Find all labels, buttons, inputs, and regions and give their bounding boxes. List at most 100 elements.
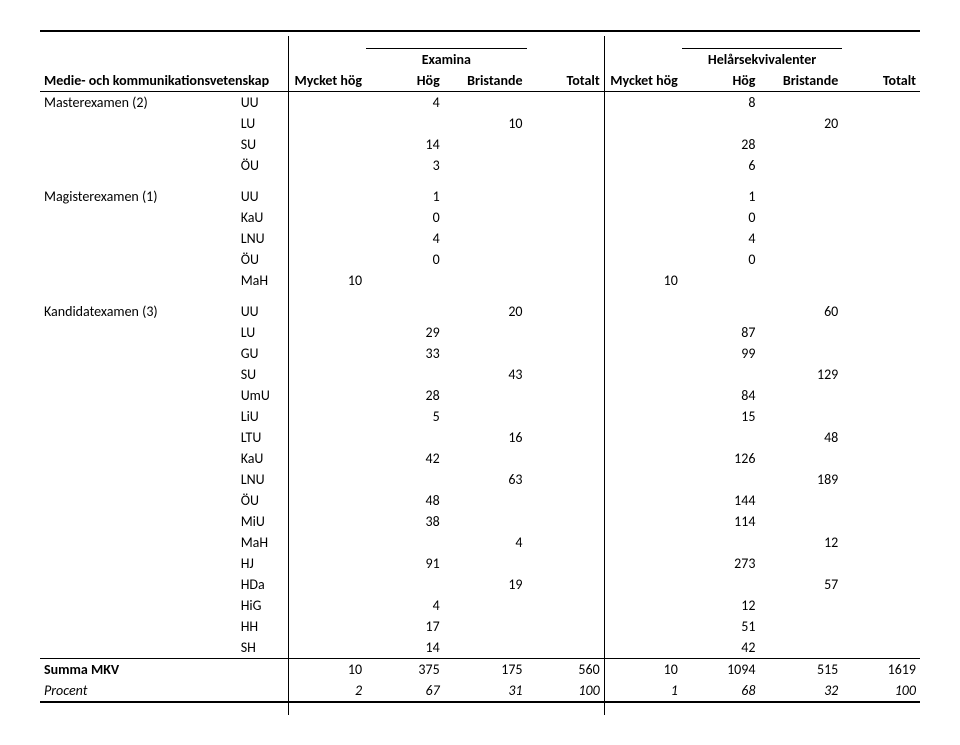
cell xyxy=(288,113,366,134)
uni-code: LNU xyxy=(237,469,289,490)
uni-code: HDa xyxy=(237,574,289,595)
table-row: SU43129 xyxy=(40,364,920,385)
cell xyxy=(604,616,682,637)
cell xyxy=(366,113,444,134)
cell xyxy=(288,176,366,207)
cell xyxy=(288,228,366,249)
cell: 91 xyxy=(366,553,444,574)
cell xyxy=(444,155,527,176)
section-label xyxy=(40,155,237,176)
cell xyxy=(288,427,366,448)
cell xyxy=(842,155,920,176)
section-label xyxy=(40,322,237,343)
section-label xyxy=(40,448,237,469)
cell xyxy=(842,448,920,469)
percent-v6: 32 xyxy=(759,680,842,702)
cell xyxy=(759,207,842,228)
cell xyxy=(527,322,605,343)
table-row: ÖU48144 xyxy=(40,490,920,511)
uni-code: ÖU xyxy=(237,490,289,511)
cell xyxy=(527,155,605,176)
cell: 20 xyxy=(759,113,842,134)
cell: 8 xyxy=(682,92,760,114)
cell: 84 xyxy=(682,385,760,406)
section-label xyxy=(40,113,237,134)
cell xyxy=(759,270,842,291)
section-label xyxy=(40,511,237,532)
table-row: LTU1648 xyxy=(40,427,920,448)
cell xyxy=(444,92,527,114)
uni-code: SU xyxy=(237,364,289,385)
cell: 0 xyxy=(366,207,444,228)
cell xyxy=(288,385,366,406)
cell xyxy=(604,364,682,385)
cell: 189 xyxy=(759,469,842,490)
totals-label: Summa MKV xyxy=(40,659,288,681)
table-row: ÖU36 xyxy=(40,155,920,176)
cell xyxy=(288,406,366,427)
cell xyxy=(604,532,682,553)
table-row: HDa1957 xyxy=(40,574,920,595)
cell xyxy=(366,291,444,322)
uni-code: ÖU xyxy=(237,155,289,176)
cell xyxy=(759,322,842,343)
cell xyxy=(682,532,760,553)
cell xyxy=(288,637,366,659)
col-tot1: Totalt xyxy=(527,70,605,92)
cell xyxy=(604,637,682,659)
cell xyxy=(682,291,760,322)
cell xyxy=(288,448,366,469)
cell xyxy=(604,113,682,134)
totals-v1: 375 xyxy=(366,659,444,681)
table-row: LiU515 xyxy=(40,406,920,427)
cell xyxy=(604,249,682,270)
percent-v2: 31 xyxy=(444,680,527,702)
cell: 126 xyxy=(682,448,760,469)
cell xyxy=(527,249,605,270)
cell xyxy=(842,270,920,291)
cell xyxy=(759,176,842,207)
cell: 4 xyxy=(444,532,527,553)
cell xyxy=(759,616,842,637)
cell xyxy=(604,207,682,228)
cell xyxy=(604,469,682,490)
uni-code: UU xyxy=(237,176,289,207)
section-label xyxy=(40,637,237,659)
cell: 17 xyxy=(366,616,444,637)
cell xyxy=(842,574,920,595)
cell xyxy=(759,448,842,469)
cell xyxy=(527,427,605,448)
cell xyxy=(288,532,366,553)
cell xyxy=(444,207,527,228)
cell xyxy=(527,511,605,532)
cell xyxy=(682,270,760,291)
cell xyxy=(682,469,760,490)
section-label xyxy=(40,406,237,427)
cell xyxy=(366,427,444,448)
col-hog2: Hög xyxy=(682,70,760,92)
percent-v5: 68 xyxy=(682,680,760,702)
section-label: Magisterexamen (1) xyxy=(40,176,237,207)
cell xyxy=(366,270,444,291)
uni-code: MiU xyxy=(237,511,289,532)
uni-code: ÖU xyxy=(237,249,289,270)
cell xyxy=(444,249,527,270)
section-label xyxy=(40,553,237,574)
cell: 57 xyxy=(759,574,842,595)
cell xyxy=(604,343,682,364)
cell: 10 xyxy=(288,270,366,291)
uni-code: UU xyxy=(237,92,289,114)
table-row: LNU44 xyxy=(40,228,920,249)
cell: 51 xyxy=(682,616,760,637)
col-mh2: Mycket hög xyxy=(604,70,682,92)
cell xyxy=(527,553,605,574)
uni-code: LU xyxy=(237,113,289,134)
cell: 3 xyxy=(366,155,444,176)
cell xyxy=(444,406,527,427)
cell xyxy=(604,511,682,532)
cell xyxy=(842,364,920,385)
table-row: ÖU00 xyxy=(40,249,920,270)
cell xyxy=(842,228,920,249)
cell: 144 xyxy=(682,490,760,511)
uni-code: HJ xyxy=(237,553,289,574)
